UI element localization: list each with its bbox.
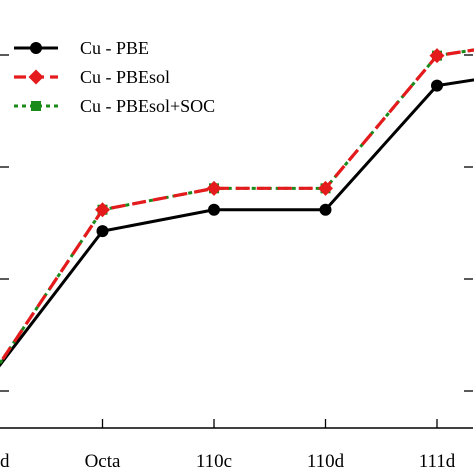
legend-label-2: Cu - PBEsol+SOC (80, 96, 215, 116)
legend-marker-2 (31, 101, 41, 111)
point-s0-3 (319, 203, 332, 216)
legend-marker-0 (30, 42, 42, 54)
legend-entry-1: Cu - PBEsol (14, 67, 170, 87)
series-2 (0, 48, 474, 366)
legend-marker-1 (28, 69, 44, 85)
series-line-2 (0, 48, 474, 366)
series-line-1 (0, 48, 474, 367)
point-s1-3 (318, 180, 333, 196)
series-line-0 (0, 78, 474, 368)
legend: Cu - PBE Cu - PBEsol Cu - PBEsol+SOC (14, 38, 215, 116)
x-tick-label-2: 110c (196, 451, 232, 472)
legend-label-1: Cu - PBEsol (80, 67, 170, 87)
x-tick-label-1: Octa (85, 451, 121, 472)
x-tick-label-0: d (0, 451, 10, 472)
point-s0-2 (208, 203, 220, 216)
y-axis-ticks (0, 54, 473, 392)
x-axis-ticks (101, 419, 438, 428)
x-axis-tick-labels: d Octa 110c 110d 111d (0, 451, 456, 472)
series-layer (0, 48, 474, 368)
legend-entry-2: Cu - PBEsol+SOC (14, 96, 215, 116)
x-tick-label-4: 111d (419, 451, 456, 472)
point-s1-2 (206, 180, 222, 196)
x-tick-label-3: 110d (307, 451, 345, 472)
point-s0-4 (431, 79, 443, 92)
point-s1-4 (429, 48, 445, 64)
point-s0-1 (96, 225, 109, 238)
series-0 (0, 78, 474, 368)
series-1 (0, 48, 474, 367)
legend-label-0: Cu - PBE (80, 38, 149, 58)
legend-entry-0: Cu - PBE (14, 38, 149, 58)
point-s1-1 (95, 202, 110, 218)
